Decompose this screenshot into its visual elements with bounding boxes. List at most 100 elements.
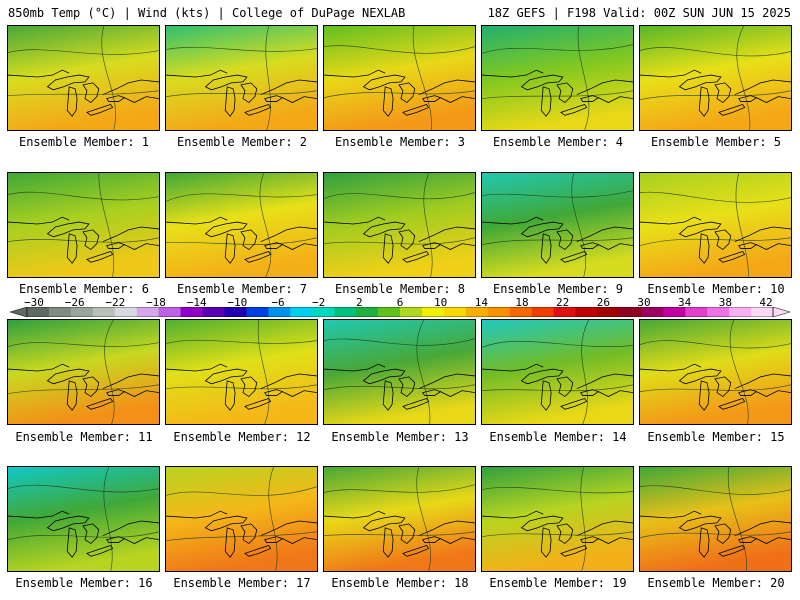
contour-lines [482,173,633,277]
contour-lines [324,320,475,424]
ensemble-map-6 [7,172,160,278]
great-lakes-outline [482,216,633,264]
colorbar-segment [465,307,489,317]
colorbar-tick-label: −6 [271,296,285,309]
colorbar-segment [136,307,160,317]
ensemble-map-20 [639,466,792,572]
chart-title: 850mb Temp (°C) | Wind (kts) | College o… [8,6,406,20]
colorbar-segment [158,307,182,317]
ensemble-map-15 [639,319,792,425]
ensemble-member-label-1: Ensemble Member: 1 [18,135,150,149]
colorbar-segment [707,307,730,317]
temperature-field [640,26,791,130]
colorbar-segment [27,307,50,317]
temperature-field [640,467,791,571]
colorbar-tick-label: 14 [474,296,488,309]
ensemble-member-label-9: Ensemble Member: 9 [492,282,624,296]
ensemble-member-label-12: Ensemble Member: 12 [173,430,311,444]
ensemble-map-3 [323,25,476,131]
colorbar-segment [729,307,752,317]
colorbar-tick-label: −14 [186,296,207,309]
contour-lines [640,467,791,571]
colorbar-tick-label: 26 [596,296,610,309]
temperature-field [324,320,475,424]
ensemble-member-label-2: Ensemble Member: 2 [176,135,308,149]
great-lakes-outline [640,363,791,411]
ensemble-map-17 [165,466,318,572]
ensemble-member-label-15: Ensemble Member: 15 [647,430,785,444]
colorbar-segment [509,307,533,317]
colorbar-segment [268,307,291,317]
great-lakes-outline [482,363,633,411]
contour-lines [8,320,159,424]
ensemble-map-13 [323,319,476,425]
ensemble-map-12 [165,319,318,425]
contour-lines [324,173,475,277]
ensemble-map-7 [165,172,318,278]
contour-lines [8,173,159,277]
colorbar-arrow-right [772,307,791,317]
great-lakes-outline [324,363,475,411]
temperature-field [166,173,317,277]
ensemble-member-label-16: Ensemble Member: 16 [15,576,153,590]
great-lakes-outline [640,69,791,117]
contour-lines [640,26,791,130]
temperature-field [166,26,317,130]
ensemble-map-19 [481,466,634,572]
colorbar-tick-label: 2 [356,296,363,309]
colorbar-tick-label: 22 [556,296,570,309]
ensemble-member-label-5: Ensemble Member: 5 [650,135,782,149]
temperature-field [324,173,475,277]
ensemble-member-label-8: Ensemble Member: 8 [334,282,466,296]
great-lakes-outline [166,510,317,558]
colorbar-segment [202,307,225,317]
great-lakes-outline [8,363,159,411]
contour-lines [166,320,317,424]
colorbar-segment [92,307,116,317]
ensemble-member-label-19: Ensemble Member: 19 [489,576,627,590]
colorbar-segment [356,307,379,317]
ensemble-map-2 [165,25,318,131]
colorbar-segment [443,307,467,317]
colorbar-tick-label: −2 [312,296,326,309]
ensemble-map-11 [7,319,160,425]
contour-lines [324,467,475,571]
contour-lines [482,26,633,130]
colorbar-segment [312,307,335,317]
colorbar-segment [751,307,774,317]
ensemble-member-label-4: Ensemble Member: 4 [492,135,624,149]
ensemble-member-label-14: Ensemble Member: 14 [489,430,627,444]
colorbar-segment [619,307,642,317]
contour-lines [640,173,791,277]
colorbar-tick-label: 6 [396,296,404,309]
temperature-field [482,26,633,130]
ensemble-member-label-6: Ensemble Member: 6 [18,282,150,296]
ensemble-map-14 [481,319,634,425]
colorbar-segment [114,307,138,317]
great-lakes-outline [640,510,791,558]
ensemble-map-4 [481,25,634,131]
great-lakes-outline [166,216,317,264]
temperature-field [324,26,475,130]
ensemble-member-label-17: Ensemble Member: 17 [173,576,311,590]
colorbar-tick-label: 42 [759,296,773,309]
ensemble-member-label-7: Ensemble Member: 7 [176,282,308,296]
great-lakes-outline [166,69,317,117]
colorbar-segment [553,307,577,317]
colorbar-segment [378,307,401,317]
temperature-field [482,320,633,424]
colorbar-segment [334,307,357,317]
colorbar-tick-label: 18 [515,296,529,309]
ensemble-map-9 [481,172,634,278]
temperature-field [8,467,159,571]
ensemble-map-1 [7,25,160,131]
colorbar-segment [246,307,269,317]
temperature-field [482,173,633,277]
great-lakes-outline [324,216,475,264]
temperature-field [8,26,159,130]
ensemble-member-label-13: Ensemble Member: 13 [331,430,469,444]
colorbar-segment [421,307,445,317]
colorbar-tick-label: 34 [678,296,692,309]
colorbar-tick-label: −30 [24,296,44,309]
temperature-field [482,467,633,571]
